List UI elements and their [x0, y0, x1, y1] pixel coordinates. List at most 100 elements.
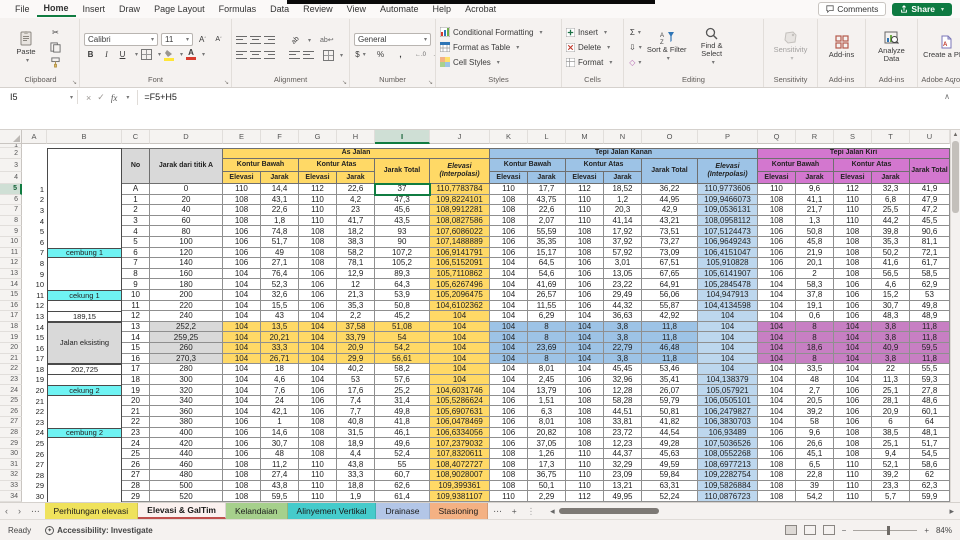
- cell-U12[interactable]: 61,7: [910, 258, 950, 269]
- column-header-M[interactable]: M: [566, 130, 604, 144]
- header-kanan-jarak-bawah[interactable]: Jarak: [528, 172, 566, 184]
- copy-icon[interactable]: [49, 41, 62, 54]
- cell-N19[interactable]: 3,8: [604, 332, 642, 343]
- row-header-13[interactable]: 13: [0, 268, 22, 280]
- cell-L25[interactable]: 1,51: [528, 395, 566, 407]
- cell-U22[interactable]: 55,5: [910, 364, 950, 375]
- cell-C7[interactable]: 2: [122, 205, 150, 216]
- cell-G10[interactable]: 108: [299, 236, 337, 248]
- cell-K18[interactable]: 104: [490, 321, 528, 333]
- cell-L17[interactable]: 6,29: [528, 311, 566, 322]
- cell-D28[interactable]: 400: [150, 427, 223, 439]
- header-kanan-kontur-atas[interactable]: Kontur Atas: [566, 159, 642, 172]
- cell-T15[interactable]: 15,2: [872, 289, 910, 301]
- cell-S21[interactable]: 104: [834, 353, 872, 365]
- cell-O24[interactable]: 26,07: [642, 385, 698, 396]
- cell-O20[interactable]: 46,48: [642, 342, 698, 354]
- cell-G13[interactable]: 106: [299, 268, 337, 280]
- cell-U26[interactable]: 60,1: [910, 406, 950, 418]
- prev-sheet-arrow[interactable]: ‹: [5, 506, 8, 516]
- cell-K16[interactable]: 104: [490, 300, 528, 312]
- cell-Q15[interactable]: 104: [758, 289, 796, 301]
- cell-Q10[interactable]: 106: [758, 236, 796, 248]
- header-as-kontur-bawah[interactable]: Kontur Bawah: [223, 159, 299, 172]
- cell-I16[interactable]: 50,8: [375, 300, 430, 312]
- cell-S34[interactable]: 110: [834, 491, 872, 502]
- cell-U17[interactable]: 48,9: [910, 311, 950, 322]
- horizontal-scroll-track[interactable]: [558, 507, 946, 515]
- cell-P17[interactable]: 104: [698, 311, 758, 322]
- cell-M27[interactable]: 108: [566, 417, 604, 428]
- cell-G20[interactable]: 104: [299, 342, 337, 354]
- cell-U9[interactable]: 90,6: [910, 226, 950, 237]
- cell-S24[interactable]: 106: [834, 385, 872, 396]
- cell-I20[interactable]: 54,2: [375, 342, 430, 354]
- cell-Q24[interactable]: 104: [758, 385, 796, 396]
- cell-C33[interactable]: 28: [122, 480, 150, 492]
- cell-F33[interactable]: 43,8: [261, 480, 299, 492]
- zoom-slider[interactable]: [853, 525, 918, 535]
- align-right-icon[interactable]: [264, 50, 275, 60]
- cell-P22[interactable]: 104: [698, 364, 758, 375]
- cell-S17[interactable]: 106: [834, 311, 872, 322]
- cell-U25[interactable]: 48,6: [910, 395, 950, 407]
- alignment-dialog-launcher[interactable]: ↘: [341, 80, 347, 86]
- cell-S23[interactable]: 104: [834, 374, 872, 386]
- vertical-scroll-thumb[interactable]: [952, 141, 959, 213]
- more-sheets-button[interactable]: ⋯: [493, 505, 502, 516]
- ribbon-collapse-chevron[interactable]: ∨: [950, 79, 956, 86]
- cell-H18[interactable]: 37,58: [337, 321, 375, 333]
- column-header-B[interactable]: B: [47, 130, 122, 144]
- cell-M13[interactable]: 106: [566, 268, 604, 280]
- cell-J24[interactable]: 104,6031746: [430, 385, 490, 396]
- cell-N11[interactable]: 57,92: [604, 247, 642, 259]
- cell-T17[interactable]: 48,3: [872, 311, 910, 322]
- cell-O13[interactable]: 67,65: [642, 268, 698, 280]
- column-header-S[interactable]: S: [834, 130, 872, 144]
- cell-H8[interactable]: 41,7: [337, 215, 375, 227]
- column-header-C[interactable]: C: [122, 130, 150, 144]
- cell-D7[interactable]: 40: [150, 205, 223, 216]
- cell-H5[interactable]: 22,6: [337, 184, 375, 195]
- cell-C21[interactable]: 16: [122, 353, 150, 365]
- cell-S26[interactable]: 106: [834, 406, 872, 418]
- cell-L24[interactable]: 13,79: [528, 385, 566, 396]
- align-center-icon[interactable]: [250, 50, 261, 60]
- cell-F25[interactable]: 24: [261, 395, 299, 407]
- cell-K19[interactable]: 104: [490, 332, 528, 343]
- cell-T18[interactable]: 3,8: [872, 321, 910, 333]
- cell-U33[interactable]: 62,3: [910, 480, 950, 492]
- cell-F26[interactable]: 42,1: [261, 406, 299, 418]
- cell-E16[interactable]: 104: [223, 300, 261, 312]
- cell-R15[interactable]: 37,8: [796, 289, 834, 301]
- cell-K33[interactable]: 108: [490, 480, 528, 492]
- cell-K14[interactable]: 104: [490, 279, 528, 290]
- cell-J21[interactable]: 104: [430, 353, 490, 365]
- row-header-4[interactable]: 4: [0, 172, 22, 184]
- cell-L13[interactable]: 54,6: [528, 268, 566, 280]
- borders-icon[interactable]: [141, 49, 153, 60]
- cell-Q22[interactable]: 104: [758, 364, 796, 375]
- cell-I23[interactable]: 57,6: [375, 374, 430, 386]
- cell-G11[interactable]: 108: [299, 247, 337, 259]
- header-kanan-kontur-bawah[interactable]: Kontur Bawah: [490, 159, 566, 172]
- cell-E23[interactable]: 104: [223, 374, 261, 386]
- menu-tab-home[interactable]: Home: [36, 1, 76, 17]
- scroll-up-arrow[interactable]: ▲: [952, 132, 959, 138]
- point-number-13[interactable]: 13: [35, 311, 44, 321]
- cell-D10[interactable]: 100: [150, 236, 223, 248]
- cell-I12[interactable]: 105,2: [375, 258, 430, 269]
- cell-G16[interactable]: 106: [299, 300, 337, 312]
- number-format-select[interactable]: General ▾: [354, 33, 431, 46]
- cell-I31[interactable]: 55: [375, 459, 430, 471]
- cell-Q14[interactable]: 104: [758, 279, 796, 290]
- cell-Q23[interactable]: 104: [758, 374, 796, 386]
- cell-F29[interactable]: 30,7: [261, 438, 299, 449]
- column-header-F[interactable]: F: [261, 130, 299, 144]
- cell-G7[interactable]: 110: [299, 205, 337, 216]
- cell-U8[interactable]: 45,5: [910, 215, 950, 227]
- header-kanan-elevasi-bawah[interactable]: Elevasi: [490, 172, 528, 184]
- cell-H30[interactable]: 4,4: [337, 448, 375, 460]
- cell-Q11[interactable]: 106: [758, 247, 796, 259]
- cell-P26[interactable]: 106,2479827: [698, 406, 758, 418]
